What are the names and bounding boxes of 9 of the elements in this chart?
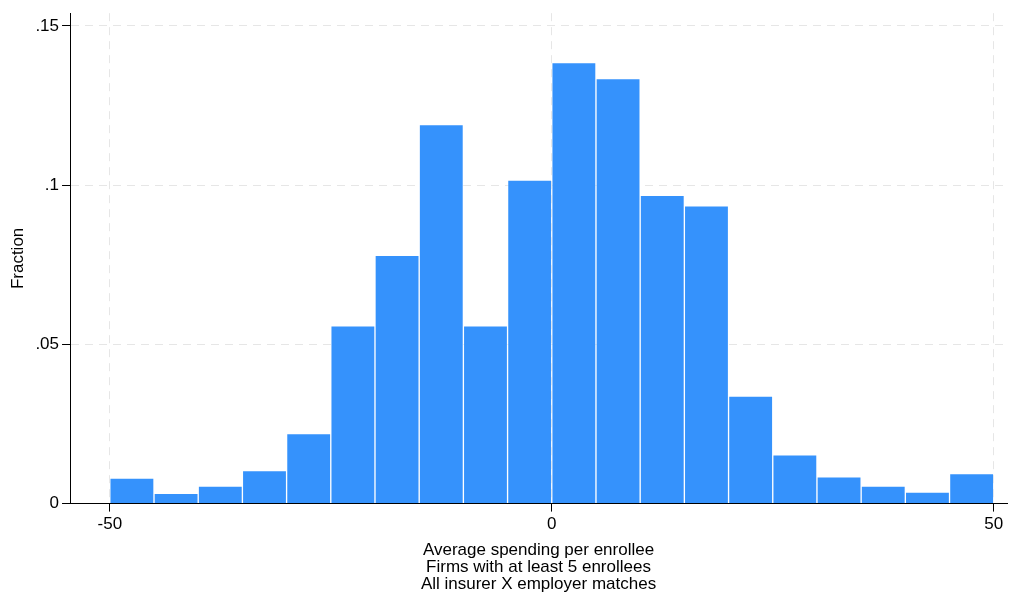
x-tick-label: 50	[984, 514, 1004, 534]
y-tick-label: 0	[49, 493, 60, 513]
y-tick-label: .1	[44, 174, 60, 194]
y-tick-label: .15	[35, 15, 60, 35]
x-axis-title: Average spending per enrollee Firms with at least 5 enrollees All insurer X employer matches	[420, 540, 657, 594]
x-tick-label: 0	[547, 514, 557, 534]
y-axis-title: Fraction	[7, 227, 27, 290]
y-tick-label: .05	[35, 334, 60, 354]
x-tick-label: -50	[97, 514, 123, 534]
